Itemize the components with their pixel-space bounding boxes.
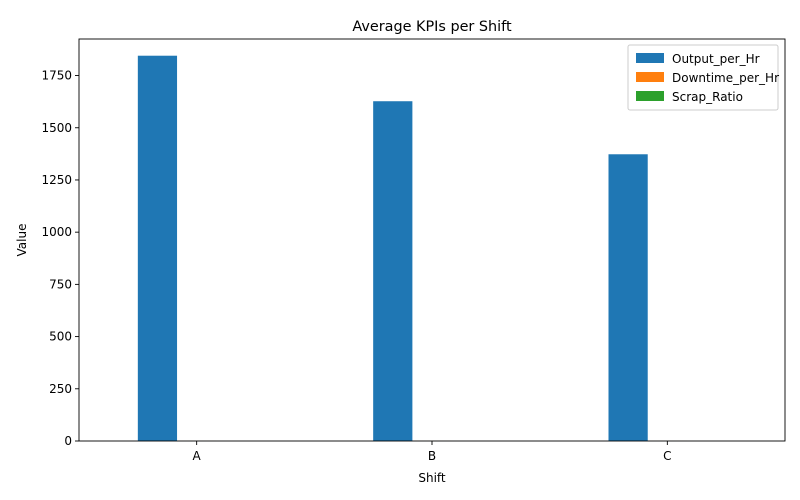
legend-label-downtime-per-hr: Downtime_per_Hr [672,71,779,85]
y-axis-label: Value [15,224,29,257]
bars-group [137,55,687,442]
x-axis-ticks: A B C [193,441,672,463]
legend-label-scrap-ratio: Scrap_Ratio [672,90,743,104]
x-tick-label: B [428,449,436,463]
y-tick-label: 750 [49,277,72,291]
y-tick-label: 1250 [41,173,72,187]
x-tick-label: C [663,449,671,463]
x-tick-label: A [193,449,202,463]
plot-frame [78,38,786,442]
y-axis-ticks: 0 250 500 750 1000 1250 1500 1750 [41,69,79,448]
legend-swatch-output-per-hr [636,53,664,63]
legend-frame [627,44,779,111]
y-tick-label: 500 [49,330,72,344]
legend: Output_per_Hr Downtime_per_Hr Scrap_Ratio [627,44,779,111]
y-tick-label: 0 [64,434,72,448]
bar-output-per-hr-b [373,101,413,441]
y-tick-label: 1000 [41,225,72,239]
legend-swatch-downtime-per-hr [636,72,664,82]
y-tick-label: 250 [49,382,72,396]
bar-output-per-hr-a [137,55,178,442]
bar-output-per-hr-c [608,154,648,441]
legend-swatch-scrap-ratio [636,91,664,101]
y-tick-label: 1750 [41,69,72,83]
y-tick-label: 1500 [41,121,72,135]
legend-label-output-per-hr: Output_per_Hr [672,52,760,66]
chart-title: Average KPIs per Shift [352,19,512,35]
x-axis-label: Shift [418,471,446,485]
